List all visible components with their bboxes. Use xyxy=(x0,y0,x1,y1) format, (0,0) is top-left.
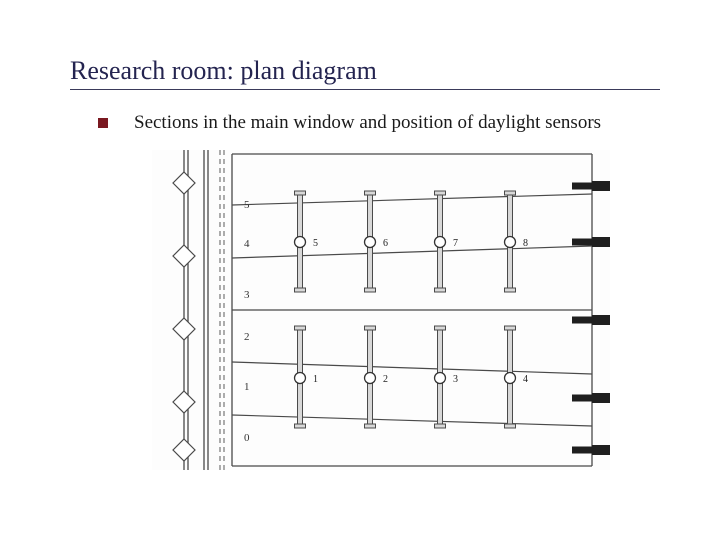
svg-text:5: 5 xyxy=(313,238,318,249)
svg-text:1: 1 xyxy=(244,381,250,393)
plan-diagram-svg: 5 4 3 2 1 0 5 6 7 8 1 2 3 4 xyxy=(152,150,610,470)
svg-text:0: 0 xyxy=(244,432,250,444)
svg-text:5: 5 xyxy=(244,199,250,211)
svg-text:4: 4 xyxy=(523,374,528,385)
bullet-text: Sections in the main window and position… xyxy=(134,112,601,134)
svg-text:3: 3 xyxy=(453,374,458,385)
svg-text:8: 8 xyxy=(523,238,528,249)
svg-text:4: 4 xyxy=(244,238,250,250)
slide-title: Research room: plan diagram xyxy=(70,56,660,86)
title-underline xyxy=(70,89,660,90)
svg-text:2: 2 xyxy=(383,374,388,385)
bullet-marker xyxy=(98,118,108,128)
plan-diagram: 5 4 3 2 1 0 5 6 7 8 1 2 3 4 xyxy=(152,150,610,470)
svg-text:7: 7 xyxy=(453,238,458,249)
svg-text:3: 3 xyxy=(244,289,250,301)
slide-title-text: Research room: plan diagram xyxy=(70,56,377,85)
svg-text:6: 6 xyxy=(383,238,388,249)
svg-text:1: 1 xyxy=(313,374,318,385)
svg-text:2: 2 xyxy=(244,331,250,343)
